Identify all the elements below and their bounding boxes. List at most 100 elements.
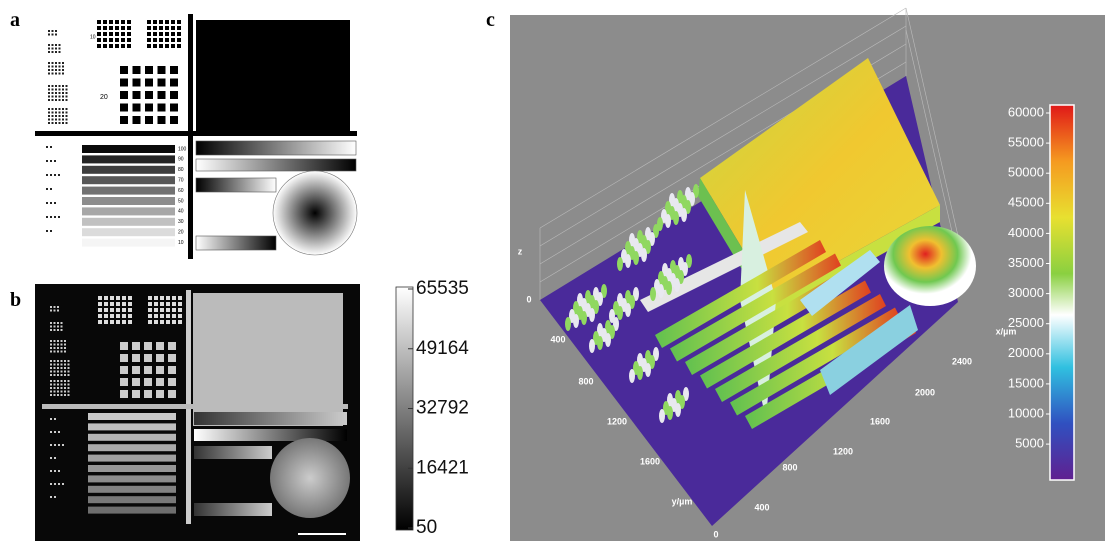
- square: [46, 174, 48, 176]
- square: [156, 366, 164, 374]
- square: [55, 92, 57, 94]
- square: [48, 69, 50, 71]
- tick-label: 15000: [1008, 375, 1044, 390]
- gray-bar: [82, 218, 175, 226]
- square: [116, 320, 120, 324]
- square: [62, 483, 64, 485]
- square: [98, 320, 102, 324]
- square: [115, 26, 119, 30]
- square: [58, 431, 60, 433]
- square: [170, 79, 178, 87]
- gray-bar: [88, 434, 176, 441]
- gradient-bar: [196, 178, 276, 192]
- gray-bar: [82, 155, 175, 163]
- square: [50, 310, 52, 312]
- square: [62, 108, 64, 110]
- square: [66, 92, 68, 94]
- square: [50, 470, 52, 472]
- square: [55, 115, 57, 117]
- square: [132, 378, 140, 386]
- bar-label: 30: [178, 219, 184, 225]
- square: [55, 119, 57, 121]
- square: [54, 371, 56, 373]
- square: [57, 344, 59, 346]
- square: [58, 470, 60, 472]
- square: [177, 26, 181, 30]
- square: [61, 394, 63, 396]
- tick-label: 49164: [416, 338, 469, 359]
- square: [165, 26, 169, 30]
- square: [62, 69, 64, 71]
- dome: [884, 226, 976, 306]
- tick-label: 45000: [1008, 195, 1044, 210]
- square: [127, 44, 131, 48]
- square: [66, 85, 68, 87]
- square: [50, 329, 52, 331]
- square: [109, 20, 113, 24]
- bar-label: 70: [178, 178, 184, 184]
- square: [59, 62, 61, 64]
- cross-line: [42, 404, 348, 409]
- gray-bar: [88, 444, 176, 451]
- square: [50, 344, 52, 346]
- square: [50, 457, 52, 459]
- square: [68, 394, 70, 396]
- square: [54, 351, 56, 353]
- square: [54, 374, 56, 376]
- gray-bar: [88, 413, 176, 420]
- square: [59, 51, 61, 53]
- pillar: [605, 333, 611, 347]
- square: [50, 326, 52, 328]
- square: [54, 347, 56, 349]
- square: [52, 112, 54, 114]
- square: [103, 20, 107, 24]
- square: [50, 431, 52, 433]
- square: [172, 296, 176, 300]
- square: [121, 20, 125, 24]
- square: [57, 394, 59, 396]
- square: [145, 66, 153, 74]
- square: [170, 66, 178, 74]
- panel-label: a: [10, 9, 20, 31]
- square: [156, 342, 164, 350]
- square: [48, 119, 50, 121]
- panel-label: c: [486, 9, 495, 31]
- square: [50, 384, 52, 386]
- square: [144, 390, 152, 398]
- cross-line: [35, 131, 357, 136]
- square: [64, 394, 66, 396]
- square: [68, 360, 70, 362]
- y-tick: 800: [578, 376, 593, 386]
- square: [57, 387, 59, 389]
- square: [145, 116, 153, 124]
- square: [159, 38, 163, 42]
- square: [55, 62, 57, 64]
- square: [50, 444, 52, 446]
- square: [55, 73, 57, 75]
- square: [148, 320, 152, 324]
- square: [165, 38, 169, 42]
- square: [55, 44, 57, 46]
- square: [58, 483, 60, 485]
- square: [50, 306, 52, 308]
- square: [48, 73, 50, 75]
- bar-label: 10: [178, 240, 184, 246]
- pillar: [645, 363, 651, 377]
- square: [61, 347, 63, 349]
- square: [97, 26, 101, 30]
- square: [104, 308, 108, 312]
- square: [68, 380, 70, 382]
- square: [177, 38, 181, 42]
- square: [128, 320, 132, 324]
- square: [48, 89, 50, 91]
- panel-label: b: [10, 289, 21, 311]
- square: [66, 89, 68, 91]
- square: [62, 92, 64, 94]
- square: [110, 308, 114, 312]
- square: [165, 20, 169, 24]
- square: [54, 367, 56, 369]
- square: [64, 340, 66, 342]
- square: [54, 360, 56, 362]
- square: [115, 32, 119, 36]
